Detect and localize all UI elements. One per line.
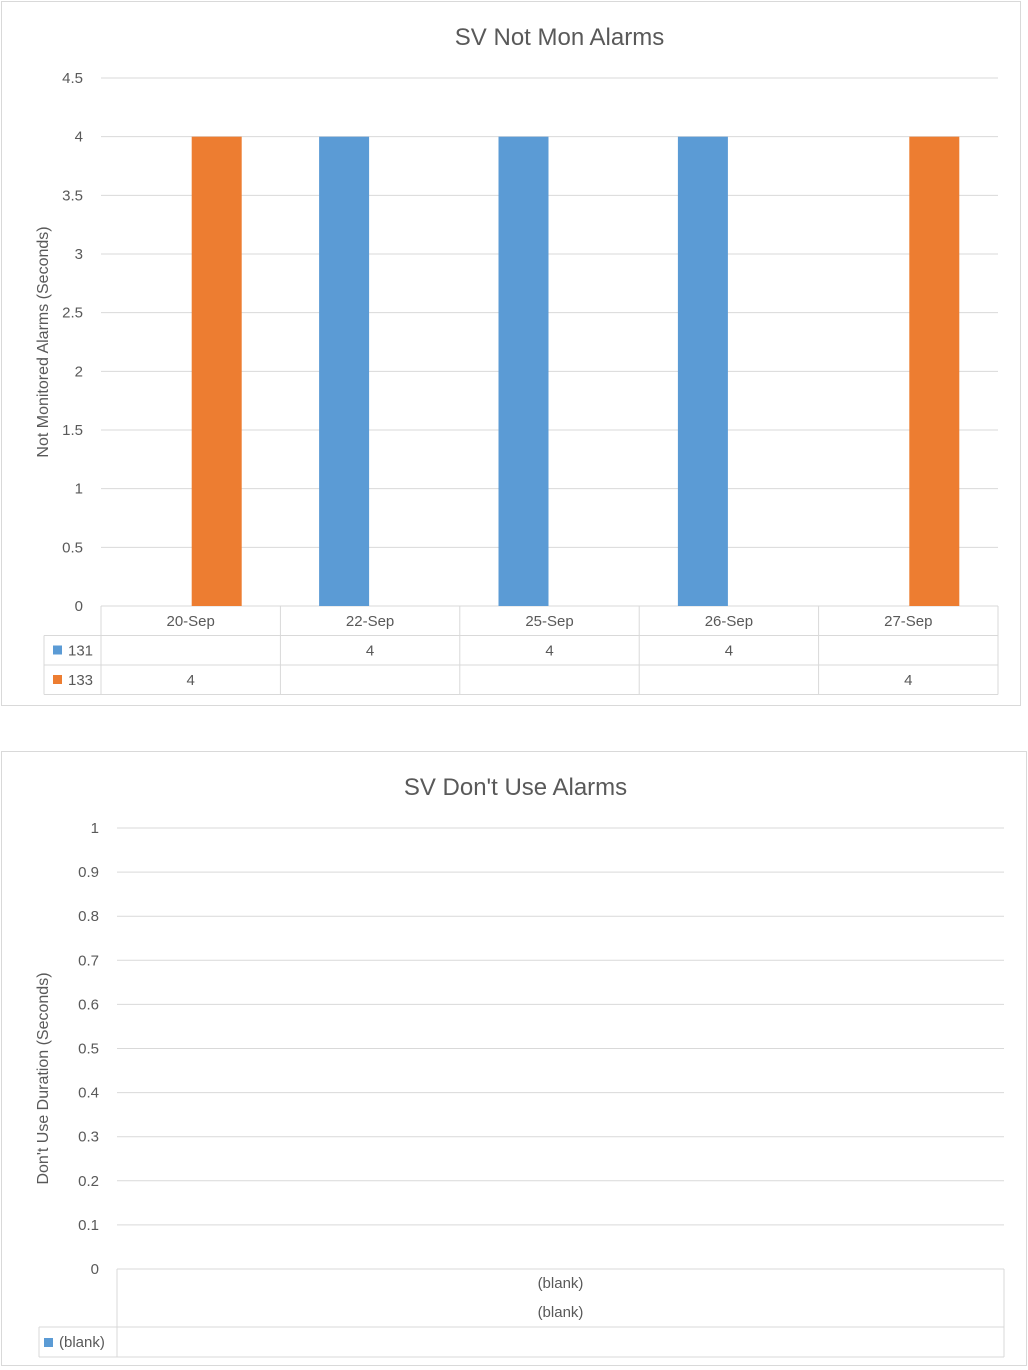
bar [319,136,370,606]
y-tick-label: 0 [91,1261,99,1278]
x-category-label: 26-Sep [705,613,753,630]
bar [498,136,549,606]
legend-swatch [53,675,62,684]
y-tick-label: 0.1 [78,1217,99,1234]
chart-not-mon-alarms: SV Not Mon Alarms 0 0.5 1 1.5 2 2.5 3 3.5 4 4.5 Not… [1,1,1021,706]
legend-swatch [44,1338,53,1347]
x-category-label: 25-Sep [525,613,573,630]
table-cell-value: 4 [366,643,374,660]
chart-dont-use-alarms-svg: SV Don't Use Alarms 0 0.1 0.2 0.3 0.4 0.5 0.6 0.… [35,774,1005,1358]
y-tick-label: 0.8 [78,908,99,925]
table-cell-value: 4 [725,643,733,660]
legend-label: (blank) [59,1334,105,1351]
chart-title: SV Don't Use Alarms [404,774,627,801]
table-cell-value: 4 [904,672,912,689]
legend-swatch [53,645,62,655]
bar [677,136,728,606]
x-category-label: 27-Sep [884,613,932,630]
y-tick-label: 0.5 [78,1041,99,1058]
x-category-label: 20-Sep [167,613,215,630]
y-tick-label: 0.3 [78,1129,99,1146]
x-category-label: 22-Sep [346,613,394,630]
chart-not-mon-alarms-svg: SV Not Mon Alarms 0 0.5 1 1.5 2 2.5 3 3.5 4 4.5 Not… [35,24,999,695]
y-axis-label: Not Monitored Alarms (Seconds) [35,226,52,457]
y-tick-label: 0 [75,598,83,615]
y-tick-label: 1 [91,820,99,837]
table-cell-value: 4 [545,643,553,660]
y-tick-label: 0.2 [78,1173,99,1190]
y-tick-label: 0.7 [78,952,99,969]
table-cell-value: 4 [187,672,195,689]
bar [909,136,960,606]
y-tick-label: 2.5 [62,305,83,322]
y-tick-label: 3.5 [62,187,83,204]
bar [191,136,242,606]
y-tick-label: 0.5 [62,539,83,556]
y-tick-label: 4 [75,129,83,146]
y-axis-label: Don't Use Duration (Seconds) [35,972,52,1184]
chart-title: SV Not Mon Alarms [455,24,664,51]
y-tick-label: 1.5 [62,422,83,439]
chart-dont-use-alarms: SV Don't Use Alarms 0 0.1 0.2 0.3 0.4 0.5 0.6 0.… [1,751,1027,1366]
y-tick-label: 3 [75,246,83,263]
legend-label: 133 [68,672,93,689]
y-tick-label: 0.6 [78,996,99,1013]
y-tick-label: 4.5 [62,70,83,87]
x-category-label: (blank) [538,1275,584,1292]
y-tick-label: 2 [75,363,83,380]
y-tick-label: 1 [75,481,83,498]
x-category-group-label: (blank) [538,1304,584,1321]
y-tick-label: 0.9 [78,864,99,881]
y-tick-label: 0.4 [78,1085,99,1102]
legend-label: 131 [68,643,93,660]
